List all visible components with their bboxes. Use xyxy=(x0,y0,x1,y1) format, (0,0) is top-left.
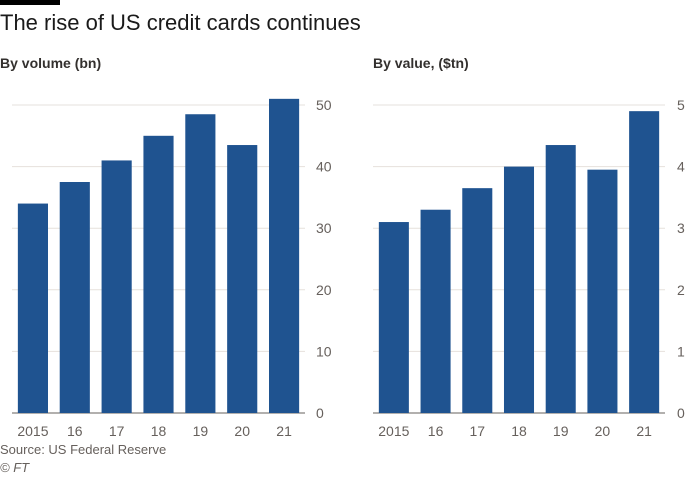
chart-title: The rise of US credit cards continues xyxy=(0,10,361,35)
y-tick-label: 50 xyxy=(316,97,332,113)
bar xyxy=(17,203,48,413)
x-tick-label: 20 xyxy=(595,423,611,439)
bar xyxy=(59,182,90,413)
bar xyxy=(462,188,493,413)
panel-title: By volume (bn) xyxy=(0,55,101,71)
y-tick-label: 10 xyxy=(316,343,332,359)
y-tick-label: 30 xyxy=(316,220,332,236)
x-tick-label: 17 xyxy=(109,423,125,439)
bar xyxy=(143,135,174,414)
y-tick-label: 3 xyxy=(677,220,685,236)
y-tick-label: 4 xyxy=(677,159,685,175)
bar xyxy=(101,160,132,413)
y-tick-label: 5 xyxy=(677,97,685,113)
y-tick-label: 2 xyxy=(677,282,685,298)
x-tick-label: 17 xyxy=(469,423,485,439)
source-note: Source: US Federal Reserve xyxy=(0,442,167,457)
x-tick-label: 19 xyxy=(193,423,209,439)
x-tick-label: 2015 xyxy=(378,423,409,439)
bar xyxy=(420,209,451,413)
ft-credit: © FT xyxy=(0,460,30,475)
x-tick-label: 20 xyxy=(234,423,250,439)
x-tick-label: 18 xyxy=(511,423,527,439)
bar xyxy=(629,111,660,413)
x-tick-label: 2015 xyxy=(17,423,48,439)
bar xyxy=(227,145,258,414)
x-tick-label: 18 xyxy=(151,423,167,439)
x-tick-label: 16 xyxy=(67,423,83,439)
y-tick-label: 20 xyxy=(316,282,332,298)
y-tick-label: 1 xyxy=(677,343,685,359)
x-tick-label: 21 xyxy=(636,423,652,439)
bar xyxy=(185,114,216,414)
x-tick-label: 19 xyxy=(553,423,569,439)
y-tick-label: 0 xyxy=(677,405,685,421)
bar xyxy=(378,222,409,413)
x-tick-label: 21 xyxy=(276,423,292,439)
y-tick-label: 0 xyxy=(316,405,324,421)
bar xyxy=(545,145,576,414)
bar xyxy=(503,166,535,413)
panel-title: By value, ($tn) xyxy=(373,55,469,71)
bar xyxy=(269,98,300,413)
top-rule xyxy=(0,0,60,5)
x-tick-label: 16 xyxy=(428,423,444,439)
y-tick-label: 40 xyxy=(316,159,332,175)
bar xyxy=(587,169,618,413)
